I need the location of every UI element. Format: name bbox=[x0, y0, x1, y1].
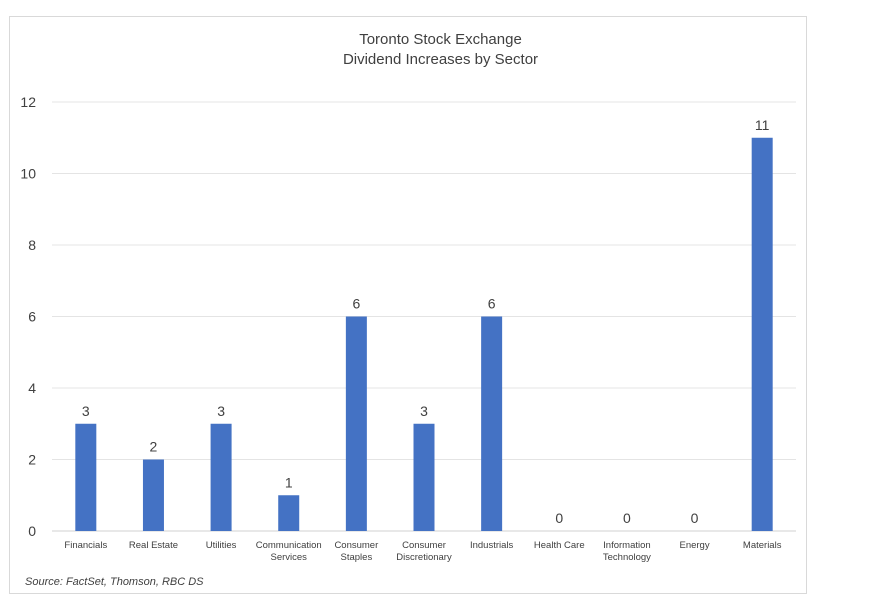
y-tick-label: 0 bbox=[28, 523, 36, 539]
x-tick-label: Utilities bbox=[206, 540, 237, 551]
data-label: 0 bbox=[555, 510, 563, 526]
data-label: 3 bbox=[420, 403, 428, 419]
y-tick-label: 10 bbox=[20, 166, 36, 182]
data-label: 3 bbox=[217, 403, 225, 419]
x-tick-label: Industrials bbox=[470, 540, 514, 551]
bar bbox=[210, 423, 232, 531]
source-note: Source: FactSet, Thomson, RBC DS bbox=[25, 576, 204, 588]
data-label: 6 bbox=[488, 296, 496, 312]
y-tick-label: 4 bbox=[28, 380, 36, 396]
data-label: 6 bbox=[352, 296, 360, 312]
x-tick-label: Communication Services bbox=[256, 540, 322, 563]
bar bbox=[142, 459, 164, 531]
chart-title-line-1: Toronto Stock Exchange bbox=[359, 31, 522, 48]
y-tick-label: 6 bbox=[28, 309, 36, 325]
x-tick-label: Consumer Staples bbox=[334, 540, 378, 563]
x-tick-label: Materials bbox=[743, 540, 782, 551]
y-tick-label: 8 bbox=[28, 237, 36, 253]
bar bbox=[481, 316, 503, 531]
data-label: 0 bbox=[623, 510, 631, 526]
chart-title-line-2: Dividend Increases by Sector bbox=[342, 51, 539, 68]
data-label: 3 bbox=[82, 403, 90, 419]
bar bbox=[75, 423, 97, 531]
data-label: 0 bbox=[691, 510, 699, 526]
bar bbox=[345, 316, 367, 531]
x-tick-label: Information Technology bbox=[603, 540, 651, 563]
bar bbox=[751, 137, 773, 531]
bar bbox=[278, 495, 300, 531]
x-tick-label: Real Estate bbox=[129, 540, 178, 551]
data-label: 11 bbox=[755, 117, 770, 133]
x-tick-label: Energy bbox=[679, 540, 709, 551]
y-tick-label: 2 bbox=[28, 452, 36, 468]
x-tick-label: Financials bbox=[64, 540, 107, 551]
x-tick-label: Consumer Discretionary bbox=[396, 540, 452, 563]
data-label: 2 bbox=[150, 439, 158, 455]
x-tick-label: Health Care bbox=[534, 540, 585, 551]
data-label: 1 bbox=[285, 474, 293, 490]
chart-frame bbox=[9, 16, 807, 594]
y-tick-label: 12 bbox=[20, 94, 36, 110]
bar bbox=[413, 423, 435, 531]
